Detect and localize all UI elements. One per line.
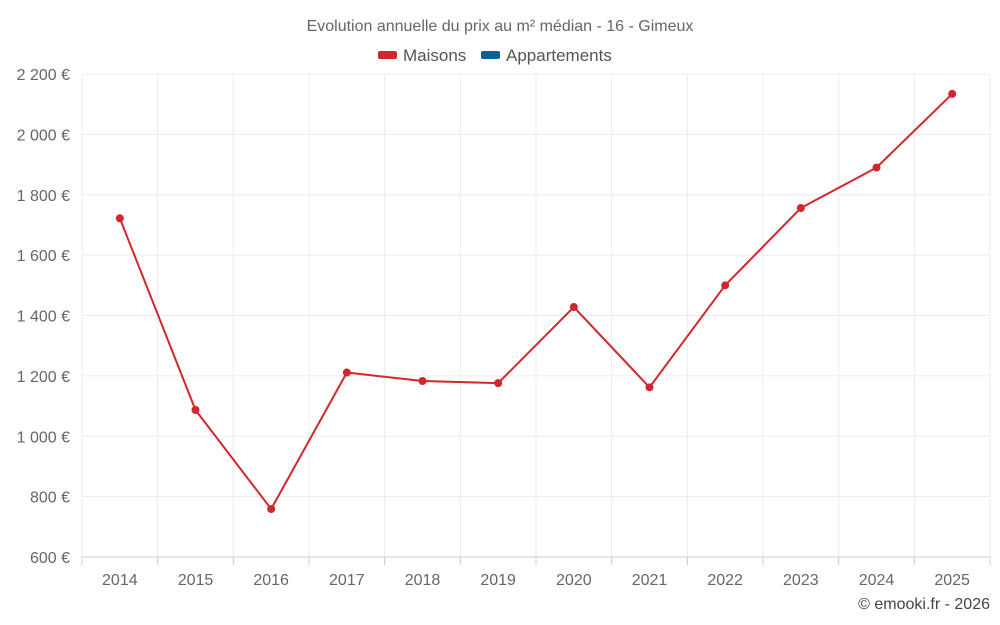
series-line-maisons[interactable] — [118, 93, 953, 511]
y-tick-label: 1 000 € — [17, 429, 70, 446]
x-tick-label: 2020 — [556, 572, 592, 589]
x-tick-label: 2015 — [178, 572, 214, 589]
data-point-2018[interactable] — [418, 377, 427, 386]
x-tick-label: 2021 — [632, 572, 668, 589]
x-tick-label: 2022 — [707, 572, 743, 589]
data-point-2025[interactable] — [948, 89, 957, 98]
legend-swatch-appartements[interactable] — [481, 51, 500, 59]
data-point-2020[interactable] — [569, 303, 578, 312]
data-point-2023[interactable] — [796, 204, 805, 213]
data-point-2017[interactable] — [342, 368, 351, 377]
y-tick-label: 1 800 € — [17, 188, 70, 205]
x-axis-ticks: 2014 2015 2016 2017 2018 2019 2020 2021 2022 2023… — [102, 572, 970, 589]
data-point-2015[interactable] — [191, 405, 200, 414]
data-point-2014[interactable] — [115, 214, 124, 223]
x-tick-label: 2025 — [934, 572, 970, 589]
y-tick-label: 1 400 € — [17, 309, 70, 326]
x-tick-label: 2018 — [405, 572, 441, 589]
legend[interactable]: Maisons Appartements — [378, 46, 612, 65]
y-axis-ticks: 600 € 800 € 1 000 € 1 200 € 1 400 € 1 600 € 1 … — [17, 67, 70, 567]
y-tick-label: 2 000 € — [17, 127, 70, 144]
x-tick-label: 2014 — [102, 572, 138, 589]
x-tick-label: 2023 — [783, 572, 819, 589]
data-point-2022[interactable] — [721, 281, 730, 290]
y-tick-label: 1 200 € — [17, 369, 70, 386]
legend-label-maisons[interactable]: Maisons — [403, 46, 466, 65]
series-maisons[interactable] — [115, 89, 957, 514]
data-point-2021[interactable] — [645, 383, 654, 392]
legend-label-appartements[interactable]: Appartements — [506, 46, 612, 65]
y-tick-label: 2 200 € — [17, 67, 70, 84]
data-point-2019[interactable] — [494, 379, 503, 388]
data-point-2024[interactable] — [872, 163, 881, 172]
x-tick-label: 2017 — [329, 572, 365, 589]
x-tick-label: 2019 — [480, 572, 516, 589]
y-tick-label: 800 € — [30, 490, 70, 507]
y-tick-label: 600 € — [30, 550, 70, 567]
x-tick-label: 2016 — [253, 572, 289, 589]
data-point-2016[interactable] — [267, 505, 276, 514]
legend-swatch-maisons[interactable] — [378, 51, 397, 59]
credit-text: © emooki.fr - 2026 — [858, 596, 990, 613]
y-tick-label: 1 600 € — [17, 248, 70, 265]
chart-title: Evolution annuelle du prix au m² médian … — [307, 18, 694, 35]
x-tick-label: 2024 — [859, 572, 895, 589]
x-gridlines — [81, 74, 991, 565]
